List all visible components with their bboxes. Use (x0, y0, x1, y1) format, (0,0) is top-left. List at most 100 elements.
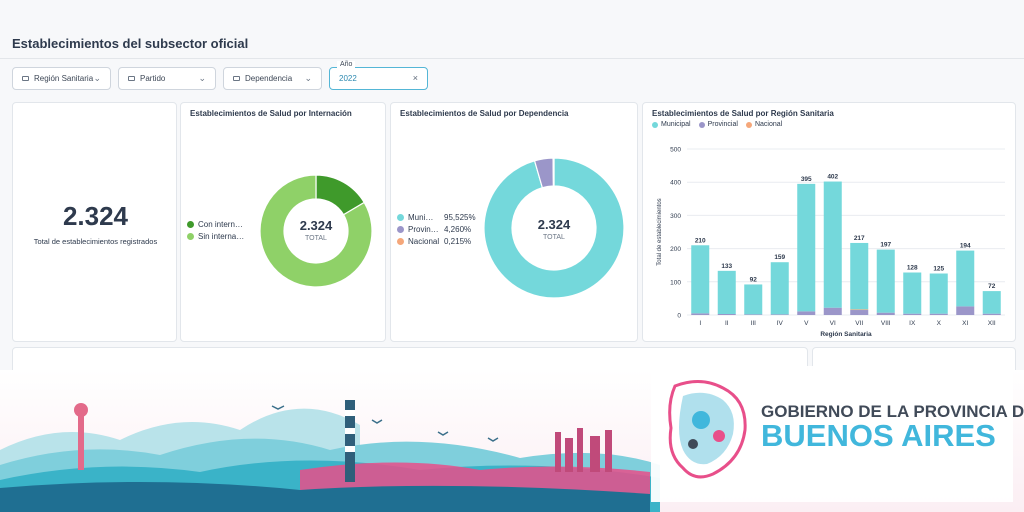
bar-segment[interactable] (956, 306, 975, 315)
bar-total-label: 133 (721, 263, 732, 270)
legend-dot (652, 121, 658, 128)
bar-segment[interactable] (850, 309, 869, 311)
x-tick-label: VIII (881, 320, 891, 327)
legend-label: Muni… (408, 213, 434, 222)
bar-segment[interactable] (876, 249, 895, 313)
internacion-donut-chart (259, 174, 373, 288)
legend-item-sin-internacion[interactable]: Sin interna… (187, 232, 244, 241)
clear-icon[interactable]: × (412, 73, 418, 83)
chevron-down-icon: ⌄ (198, 73, 206, 83)
legend-label: Nacional (754, 121, 783, 128)
y-tick-label: 300 (670, 213, 681, 220)
y-tick-label: 0 (677, 313, 681, 320)
kpi-card: 2.324 Total de establecimientos registra… (12, 102, 177, 342)
x-tick-label: V (804, 320, 809, 327)
bar-segment[interactable] (982, 313, 1001, 315)
bar-segment[interactable] (929, 273, 948, 314)
legend-label: Municipal (661, 121, 691, 128)
donut-center: 2.324 TOTAL (519, 217, 589, 241)
donut-total-value: 2.324 (299, 218, 333, 233)
bar-segment[interactable] (797, 311, 816, 315)
y-axis-label: Total de establecimientos (657, 198, 663, 265)
filter-region-sanitaria[interactable]: Región Sanitaria ⌄ (12, 67, 111, 90)
year-filter-value: 2022 (339, 74, 357, 83)
bar-segment[interactable] (691, 313, 710, 315)
x-tick-label: IX (909, 320, 916, 327)
bar-segment[interactable] (929, 313, 948, 315)
year-filter-label: Año (337, 61, 356, 68)
bar-segment[interactable] (903, 313, 922, 315)
kpi-label: Total de establecimientos registrados (33, 237, 158, 246)
y-tick-label: 200 (670, 246, 681, 253)
bar-segment[interactable] (850, 310, 869, 315)
bar-total-label: 194 (960, 243, 971, 250)
logo-panel: GOBIERNO DE LA PROVINCIA DE BUENOS AIRES (651, 366, 1024, 502)
legend-item-municipal[interactable]: Muni… 95,525% (397, 213, 476, 222)
y-tick-label: 500 (670, 147, 681, 154)
donut-slice[interactable] (483, 157, 625, 299)
x-axis-label: Región Sanitaria (820, 331, 872, 338)
bar-segment[interactable] (744, 284, 763, 315)
filter-year[interactable]: Año 2022 × (329, 61, 428, 90)
bar-segment[interactable] (903, 272, 922, 314)
filter-dependencia[interactable]: Dependencia ⌄ (223, 67, 322, 90)
x-tick-label: III (751, 320, 757, 327)
x-tick-label: II (725, 320, 729, 327)
bar-segment[interactable] (956, 250, 975, 307)
bar-segment[interactable] (982, 291, 1001, 314)
legend-item-nacional[interactable]: Nacional 0,215% (397, 237, 471, 246)
x-tick-label: XI (962, 320, 968, 327)
card-title: Establecimientos de Salud por Dependenci… (400, 109, 569, 118)
legend-label: Provin… (408, 225, 439, 234)
donut-slice[interactable] (552, 157, 555, 187)
page-title: Establecimientos del subsector oficial (12, 36, 249, 51)
dependencia-card: Establecimientos de Salud por Dependenci… (390, 102, 638, 342)
internacion-card: Establecimientos de Salud por Internació… (180, 102, 386, 342)
filter-label: Dependencia (245, 74, 293, 83)
bar-segment[interactable] (691, 245, 710, 314)
legend-dot (187, 233, 194, 240)
x-tick-label: I (699, 320, 701, 327)
donut-total-label: TOTAL (305, 235, 327, 242)
legend-label: Nacional (408, 237, 440, 246)
x-tick-label: X (937, 320, 942, 327)
x-tick-label: IV (777, 320, 784, 327)
bar-legend: Municipal Provincial Nacional (652, 121, 790, 128)
dependencia-donut-chart (483, 157, 625, 299)
logo-line-1: GOBIERNO DE LA PROVINCIA DE (761, 402, 1024, 421)
bar-segment[interactable] (823, 181, 842, 308)
bar-segment[interactable] (797, 183, 816, 312)
bar-segment[interactable] (717, 270, 736, 315)
legend-item-nacional[interactable]: Nacional (745, 121, 783, 128)
legend-item-municipal[interactable]: Municipal (652, 121, 691, 128)
bar-total-label: 197 (880, 242, 891, 249)
filter-label: Región Sanitaria (34, 74, 94, 83)
legend-item-provincial[interactable]: Provincial (698, 121, 738, 128)
title-divider (0, 58, 1024, 59)
bar-total-label: 128 (907, 265, 918, 272)
x-tick-label: XII (988, 320, 996, 327)
bar-segment[interactable] (770, 314, 789, 315)
bar-segment[interactable] (823, 307, 842, 315)
bar-segment[interactable] (770, 262, 789, 315)
province-map-logo-icon (668, 380, 747, 479)
legend-item-con-internacion[interactable]: Con intern… (187, 220, 243, 229)
legend-dot (397, 238, 404, 245)
bar-segment[interactable] (744, 314, 763, 315)
logo-line-2: BUENOS AIRES (761, 418, 996, 453)
card-title: Establecimientos de Salud por Región San… (652, 109, 834, 118)
bar-segment[interactable] (850, 242, 869, 310)
donut-total-label: TOTAL (543, 234, 565, 241)
donut-total-value: 2.324 (537, 217, 571, 232)
bar-segment[interactable] (876, 312, 895, 315)
filter-partido[interactable]: Partido ⌄ (118, 67, 216, 90)
filter-tag-icon (22, 76, 29, 81)
donut-slice[interactable] (259, 174, 373, 288)
legend-label: Sin interna… (198, 232, 245, 241)
legend-label: Con intern… (198, 220, 243, 229)
kpi-value: 2.324 (62, 201, 129, 231)
legend-item-provincial[interactable]: Provin… 4,260% (397, 225, 471, 234)
bar-segment[interactable] (717, 314, 736, 315)
legend-label: Provincial (707, 121, 738, 128)
bar-total-label: 395 (801, 176, 812, 183)
